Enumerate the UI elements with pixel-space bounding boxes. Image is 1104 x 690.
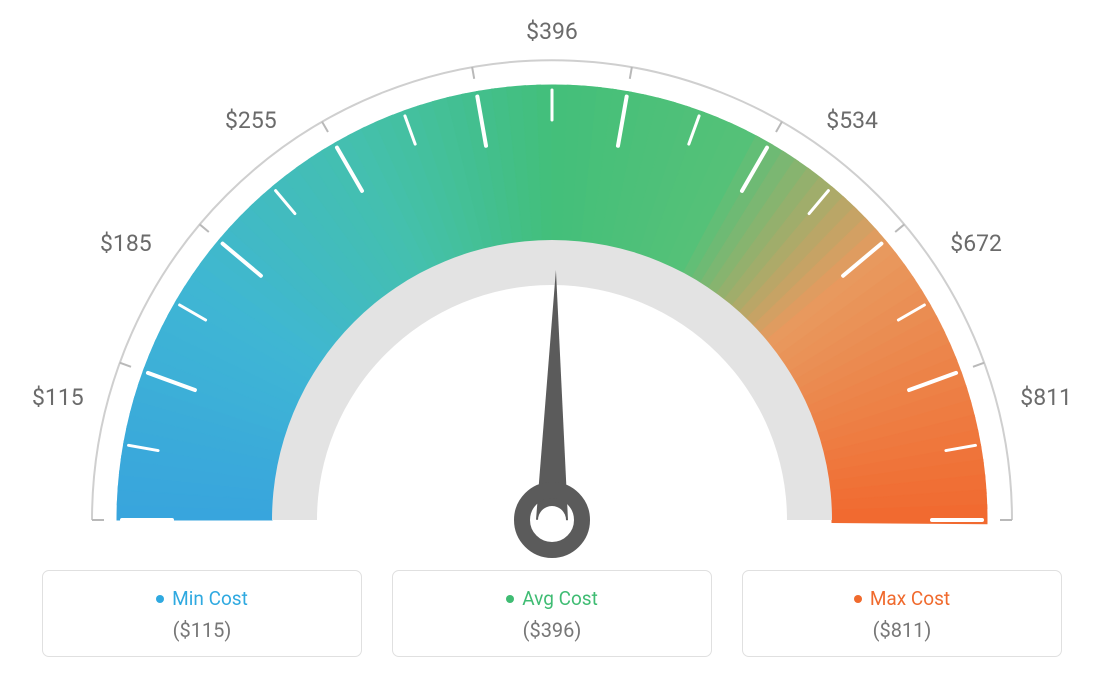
cost-gauge: $115 $185 $255 $396 $534 $672 $811 [0,0,1104,560]
legend-title-avg: Avg Cost [506,587,598,610]
legend-title-min: Min Cost [156,587,248,610]
legend-card-max: Max Cost ($811) [742,570,1062,657]
legend-row: Min Cost ($115) Avg Cost ($396) Max Cost… [0,570,1104,657]
gauge-tick-label: $811 [1020,384,1072,411]
gauge-tick-label: $396 [526,18,578,45]
legend-value-max: ($811) [743,618,1061,642]
legend-card-min: Min Cost ($115) [42,570,362,657]
gauge-tick-label: $185 [100,230,152,257]
legend-label-min: Min Cost [172,587,248,610]
gauge-tick-label: $255 [225,107,277,134]
legend-dot-avg [506,595,514,603]
legend-dot-min [156,595,164,603]
legend-title-max: Max Cost [854,587,950,610]
legend-dot-max [854,595,862,603]
legend-card-avg: Avg Cost ($396) [392,570,712,657]
legend-value-min: ($115) [43,618,361,642]
legend-label-avg: Avg Cost [522,587,598,610]
gauge-tick-label: $534 [826,107,878,134]
gauge-svg [0,0,1104,560]
legend-label-max: Max Cost [870,587,950,610]
gauge-tick-label: $672 [950,230,1002,257]
legend-value-avg: ($396) [393,618,711,642]
gauge-tick-label: $115 [32,384,84,411]
